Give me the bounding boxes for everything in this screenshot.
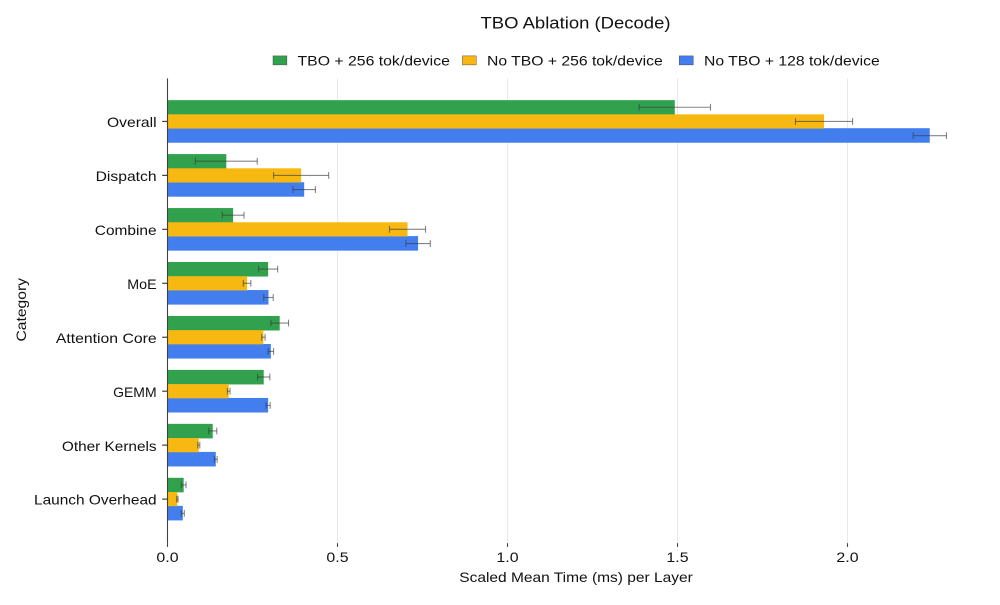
svg-text:2.0: 2.0 xyxy=(836,549,858,565)
svg-text:TBO Ablation (Decode): TBO Ablation (Decode) xyxy=(481,13,671,32)
svg-text:Category: Category xyxy=(13,278,29,342)
svg-text:Other Kernels: Other Kernels xyxy=(62,438,157,454)
svg-text:1.5: 1.5 xyxy=(666,549,688,565)
svg-text:GEMM: GEMM xyxy=(113,384,157,400)
svg-text:Scaled Mean Time (ms) per Laye: Scaled Mean Time (ms) per Layer xyxy=(459,569,693,585)
svg-text:1.0: 1.0 xyxy=(496,549,518,565)
svg-text:Overall: Overall xyxy=(107,114,157,130)
svg-text:0.5: 0.5 xyxy=(326,549,348,565)
svg-text:Dispatch: Dispatch xyxy=(96,168,157,184)
svg-text:0.0: 0.0 xyxy=(156,549,178,565)
svg-text:Combine: Combine xyxy=(95,222,157,238)
svg-text:No TBO + 128 tok/device: No TBO + 128 tok/device xyxy=(704,53,880,69)
svg-text:Attention Core: Attention Core xyxy=(56,330,157,346)
svg-text:Launch Overhead: Launch Overhead xyxy=(34,492,157,508)
svg-text:TBO + 256 tok/device: TBO + 256 tok/device xyxy=(298,53,451,69)
svg-text:No TBO + 256 tok/device: No TBO + 256 tok/device xyxy=(487,53,663,69)
svg-text:MoE: MoE xyxy=(127,276,156,292)
